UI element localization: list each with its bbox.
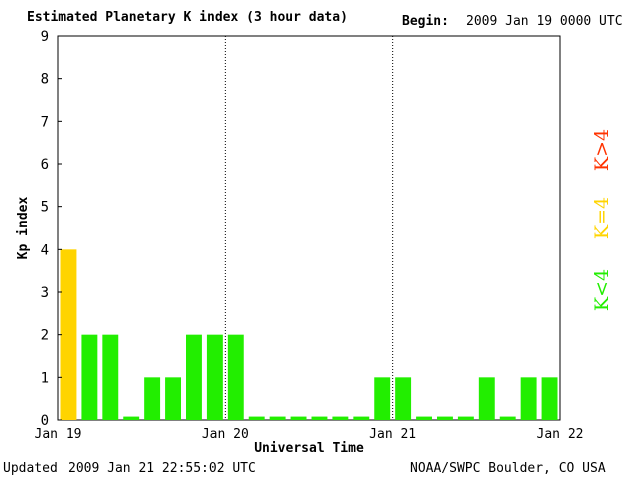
kp-bar xyxy=(311,416,328,420)
kp-bar xyxy=(186,334,202,420)
x-tick-label: Jan 22 xyxy=(537,427,584,442)
kp-bar xyxy=(165,377,181,420)
kp-bar xyxy=(206,334,223,420)
kp-bar xyxy=(395,377,412,420)
kp-bar xyxy=(290,416,307,420)
y-tick-label: 6 xyxy=(41,157,49,173)
kp-bar xyxy=(437,416,453,420)
source-credit: NOAA/SWPC Boulder, CO USA xyxy=(410,461,606,476)
updated-value: 2009 Jan 21 22:55:02 UTC xyxy=(68,461,256,476)
legend-k-gt4: K>4 xyxy=(591,129,613,171)
kp-bar xyxy=(227,334,244,420)
kp-bar xyxy=(353,416,370,420)
kp-bar xyxy=(248,416,265,420)
kp-bar xyxy=(60,249,77,420)
kp-bar xyxy=(374,377,391,420)
x-tick-label: Jan 20 xyxy=(202,427,249,442)
x-tick-label: Jan 21 xyxy=(369,427,416,442)
y-tick-label: 5 xyxy=(41,200,49,216)
x-tick-label: Jan 19 xyxy=(35,427,82,442)
kp-bar xyxy=(332,416,349,420)
kp-bar xyxy=(520,377,537,420)
begin-label: Begin: xyxy=(402,14,449,29)
kp-bar xyxy=(81,334,98,420)
updated-label: Updated xyxy=(3,461,58,476)
kp-bar xyxy=(457,416,474,420)
kp-bar xyxy=(102,334,119,420)
kp-bar xyxy=(541,377,558,420)
x-axis-label: Universal Time xyxy=(254,441,364,456)
plot-frame xyxy=(57,35,561,421)
kp-bar xyxy=(478,377,495,420)
y-axis-label: Kp index xyxy=(16,197,31,260)
begin-value: 2009 Jan 19 0000 UTC xyxy=(466,14,623,29)
y-tick-label: 7 xyxy=(41,114,49,130)
kp-bar xyxy=(123,416,140,420)
kp-bar xyxy=(416,416,432,420)
y-tick-label: 2 xyxy=(41,328,49,344)
kp-bar xyxy=(499,416,516,420)
kp-bar xyxy=(269,416,286,420)
y-tick-label: 9 xyxy=(41,29,49,45)
legend-k-eq4: K=4 xyxy=(591,197,613,239)
chart-title: Estimated Planetary K index (3 hour data… xyxy=(27,10,348,25)
y-tick-label: 1 xyxy=(41,370,49,386)
y-tick-label: 8 xyxy=(41,72,49,88)
y-tick-label: 4 xyxy=(41,242,49,258)
y-tick-label: 0 xyxy=(41,413,49,429)
kp-bar xyxy=(144,377,161,420)
y-tick-label: 3 xyxy=(41,285,49,301)
legend-k-lt4: K<4 xyxy=(591,269,613,311)
